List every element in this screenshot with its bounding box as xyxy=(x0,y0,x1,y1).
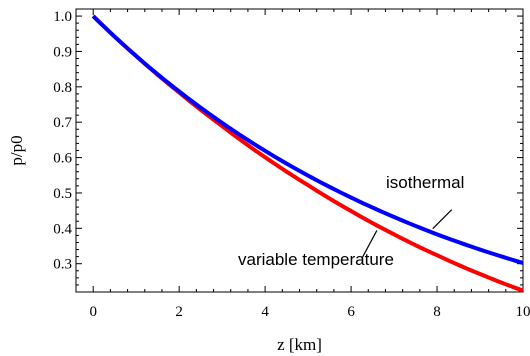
y-tick-label: 0.7 xyxy=(53,115,72,131)
y-tick-label: 0.9 xyxy=(53,44,72,60)
y-tick-label: 0.3 xyxy=(53,257,72,273)
x-axis-label: z [km] xyxy=(277,335,322,354)
x-tick-label: 10 xyxy=(516,304,530,320)
y-tick-label: 0.4 xyxy=(53,221,72,237)
tick-labels: 0 2 4 6 8 10 0.3 0.4 0.5 0.6 0.7 0.8 0.9 1.0 xyxy=(53,9,530,320)
series-line-isothermal xyxy=(91,14,524,265)
isothermal-label: isothermal xyxy=(386,173,464,192)
y-tick-label: 0.6 xyxy=(53,151,72,167)
x-tick-label: 2 xyxy=(175,304,183,320)
x-tick-label: 0 xyxy=(89,304,97,320)
y-tick-label: 0.8 xyxy=(53,80,72,96)
annotations: isothermal variable temperature xyxy=(238,173,464,269)
y-tick-label: 0.5 xyxy=(53,186,72,202)
isothermal-pointer xyxy=(432,209,453,230)
variable-temperature-pointer xyxy=(361,230,378,259)
x-tick-label: 8 xyxy=(433,304,441,320)
axis-ticks xyxy=(75,8,524,292)
variable-temperature-label: variable temperature xyxy=(238,250,394,269)
series-lines xyxy=(91,14,524,293)
y-tick-label: 1.0 xyxy=(53,9,72,25)
x-tick-label: 4 xyxy=(261,304,269,320)
y-axis-label: p/p0 xyxy=(7,135,26,165)
x-tick-label: 6 xyxy=(347,304,355,320)
